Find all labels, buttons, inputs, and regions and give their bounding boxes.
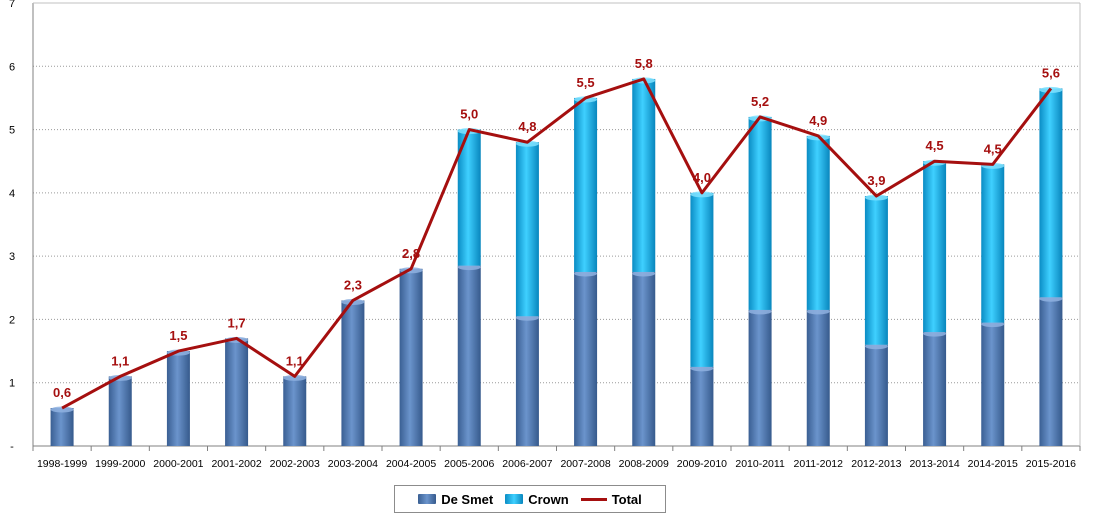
bar-crown	[923, 161, 947, 333]
bar-crown	[515, 142, 539, 317]
axes: - 1 2 3 4 5 6 7 1998-1999 1999-2000 2000-2001 2001-…	[9, 0, 1081, 470]
data-labels: 0,6 1,1 1,5 1,7 1,1 2,3 2,8 5,0 4,8 5,5 5,8 4,0 5,2 4…	[53, 56, 1060, 400]
x-tick-label: 2015-2016	[1026, 458, 1076, 470]
data-label-total: 5,5	[577, 75, 595, 90]
bar-de-smet	[981, 322, 1005, 446]
y-tick-label: -	[10, 441, 14, 453]
bar-crown	[690, 192, 714, 367]
x-tick-label: 2000-2001	[153, 458, 203, 470]
y-tick-label: 4	[9, 188, 15, 200]
bar-de-smet-cap	[981, 321, 1005, 328]
legend-swatch-crown	[505, 494, 524, 504]
data-label-total: 5,0	[460, 107, 478, 122]
y-tick-label: 6	[9, 61, 15, 73]
bar-crown	[632, 78, 656, 272]
bar-de-smet	[632, 271, 656, 446]
data-label-total: 4,5	[926, 138, 944, 153]
bar-de-smet	[283, 376, 307, 446]
x-tick-label: 2006-2007	[502, 458, 552, 470]
series-line-total	[61, 77, 1053, 410]
bar-de-smet	[864, 344, 888, 446]
legend-label-crown: Crown	[528, 491, 569, 507]
legend-swatch-de-smet	[418, 494, 437, 504]
bar-crown	[574, 97, 598, 272]
bar-crown	[748, 116, 772, 310]
x-tick-label: 2004-2005	[386, 458, 436, 470]
data-label-total: 1,5	[169, 328, 187, 343]
bar-crown	[457, 129, 481, 266]
bar-de-smet	[457, 265, 481, 446]
x-tick-label: 2012-2013	[851, 458, 901, 470]
data-label-total: 1,1	[111, 353, 129, 368]
bar-de-smet	[50, 408, 74, 446]
data-label-total: 1,7	[228, 315, 246, 330]
data-label-total: 4,9	[809, 113, 827, 128]
bar-de-smet	[108, 376, 132, 446]
data-label-total: 1,1	[286, 353, 304, 368]
x-tick-label: 2009-2010	[677, 458, 727, 470]
data-label-total: 4,8	[518, 119, 536, 134]
x-tick-label: 2003-2004	[328, 458, 378, 470]
legend-item-de-smet: De Smet	[418, 492, 493, 507]
y-tick-label: 2	[9, 314, 15, 326]
bar-de-smet	[225, 338, 249, 446]
bar-de-smet	[748, 309, 772, 446]
bar-de-smet	[341, 300, 365, 446]
bar-crown	[806, 135, 830, 310]
bar-de-smet	[1039, 297, 1063, 446]
legend-item-total: Total	[580, 491, 642, 507]
y-tick-label: 5	[9, 125, 15, 137]
bar-de-smet	[923, 332, 947, 446]
data-label-total: 5,6	[1042, 65, 1060, 80]
legend-label-total: Total	[611, 491, 642, 507]
x-tick-label: 2013-2014	[909, 458, 959, 470]
y-tick-label: 7	[9, 0, 15, 10]
bar-de-smet-cap	[50, 406, 74, 413]
data-label-total: 4,5	[984, 141, 1002, 156]
bar-de-smet	[399, 268, 423, 446]
y-tick-label: 3	[9, 251, 15, 263]
data-label-total: 2,3	[344, 277, 362, 292]
legend-swatch-total	[580, 497, 607, 501]
data-label-total: 4,0	[693, 170, 711, 185]
stacked-bar-line-chart: - 1 2 3 4 5 6 7 1998-1999 1999-2000 2000-2001 2001-…	[9, 0, 1081, 470]
data-label-total: 5,8	[635, 56, 653, 71]
bars	[50, 77, 1063, 446]
bar-crown	[1039, 88, 1063, 298]
total-line	[61, 77, 1053, 410]
bar-de-smet	[515, 316, 539, 446]
x-tick-label: 2010-2011	[735, 458, 785, 470]
y-tick-label: 1	[9, 378, 15, 390]
data-label-total: 2,8	[402, 246, 420, 261]
legend: De Smet Crown Total	[394, 485, 666, 513]
x-tick-label: 2001-2002	[211, 458, 261, 470]
x-tick-label: 2008-2009	[619, 458, 669, 470]
bar-de-smet	[574, 271, 598, 446]
x-tick-label: 2011-2012	[794, 458, 844, 470]
bar-de-smet	[806, 309, 830, 446]
bar-crown	[864, 196, 888, 345]
legend-item-crown: Crown	[505, 491, 569, 507]
gridlines	[33, 2, 1080, 384]
x-tick-label: 2007-2008	[560, 458, 610, 470]
x-tick-label: 2014-2015	[968, 458, 1018, 470]
legend-label-de-smet: De Smet	[441, 491, 494, 507]
data-label-total: 0,6	[53, 385, 71, 400]
data-label-total: 5,2	[751, 94, 769, 109]
bar-de-smet	[690, 366, 714, 446]
bar-de-smet-cap	[923, 330, 947, 337]
bar-de-smet	[166, 351, 190, 446]
x-tick-label: 1999-2000	[95, 458, 145, 470]
bar-crown	[981, 164, 1005, 323]
data-label-total: 3,9	[867, 173, 885, 188]
x-tick-label: 1998-1999	[37, 458, 87, 470]
x-tick-label: 2005-2006	[444, 458, 494, 470]
x-tick-label: 2002-2003	[270, 458, 320, 470]
